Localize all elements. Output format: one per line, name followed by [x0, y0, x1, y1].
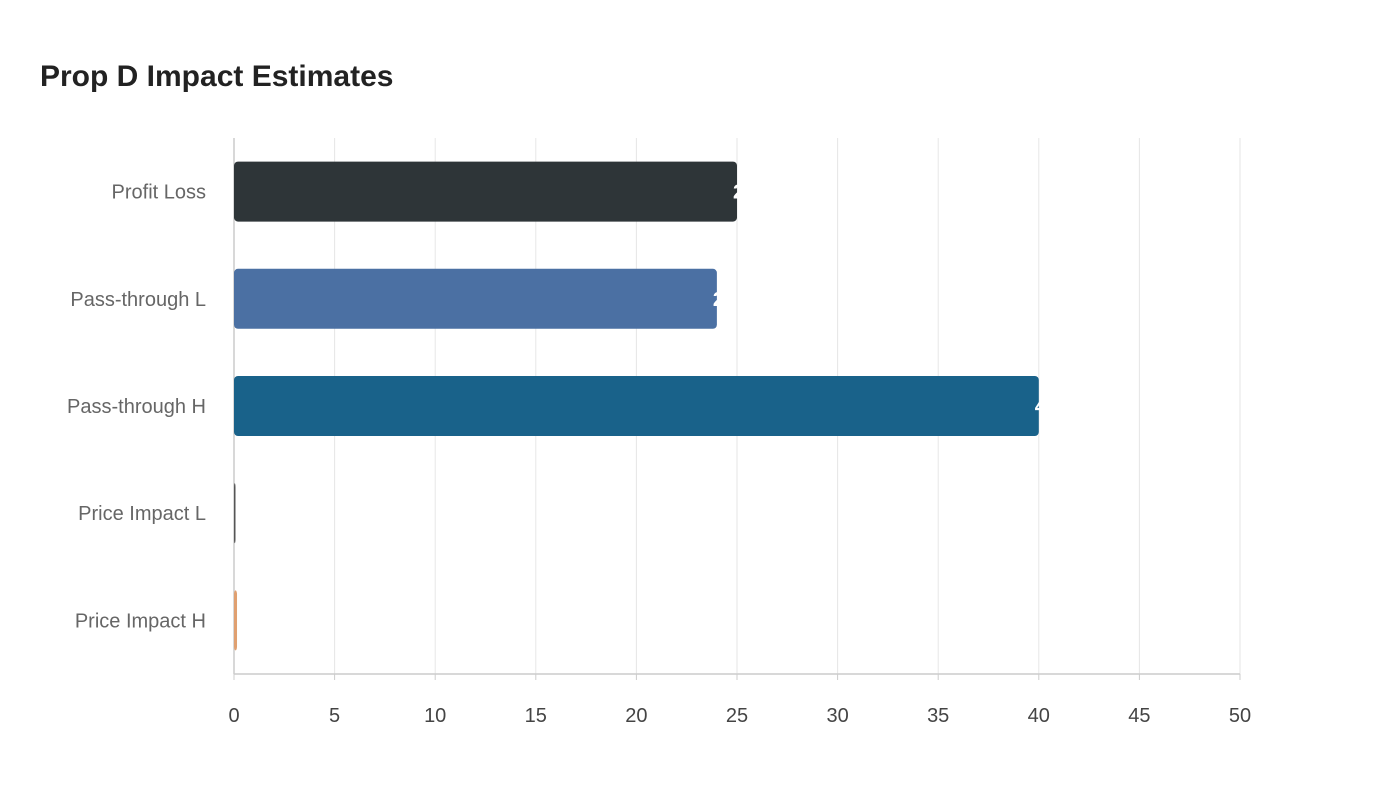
category-label: Price Impact H — [75, 610, 206, 632]
x-tick-label: 10 — [424, 705, 446, 727]
bar — [234, 590, 238, 651]
category-label: Profit Loss — [112, 182, 206, 204]
data-label: 24 — [713, 289, 736, 311]
x-tick-label: 25 — [726, 705, 748, 727]
category-label: Price Impact L — [78, 503, 206, 525]
x-tick-label: 15 — [525, 705, 547, 727]
x-tick-label: 35 — [927, 705, 949, 727]
bar — [234, 268, 717, 329]
x-tick-label: 30 — [826, 705, 848, 727]
bar — [234, 161, 737, 222]
x-tick-label: 5 — [329, 705, 340, 727]
x-tick-label: 45 — [1128, 705, 1150, 727]
x-tick-label: 40 — [1028, 705, 1050, 727]
bar — [234, 376, 1039, 436]
category-label: Pass-through L — [70, 289, 206, 311]
x-tick-label: 50 — [1229, 705, 1251, 727]
bar — [234, 483, 236, 544]
data-label: 25 — [733, 182, 755, 204]
x-tick-label: 0 — [228, 705, 239, 727]
chart-title: Prop D Impact Estimates — [40, 60, 394, 93]
data-label: 40 — [1035, 396, 1057, 418]
x-tick-label: 20 — [625, 705, 647, 727]
category-label: Pass-through H — [67, 396, 206, 418]
